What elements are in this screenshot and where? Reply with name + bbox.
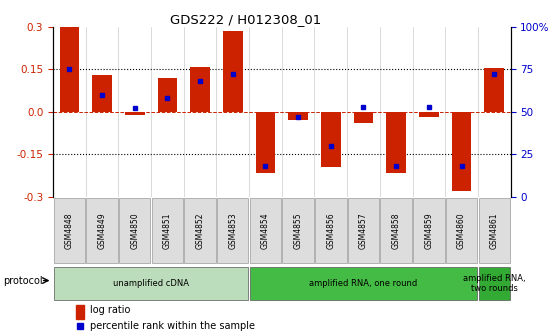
Text: GSM4855: GSM4855 (294, 212, 302, 249)
Bar (223, 31, 243, 112)
Text: GSM4854: GSM4854 (261, 212, 270, 249)
FancyBboxPatch shape (119, 198, 151, 263)
Text: amplified RNA, one round: amplified RNA, one round (309, 279, 417, 288)
FancyBboxPatch shape (479, 266, 510, 300)
Text: GSM4853: GSM4853 (228, 212, 237, 249)
Text: GSM4849: GSM4849 (98, 212, 107, 249)
Text: GSM4857: GSM4857 (359, 212, 368, 249)
Bar (452, 112, 472, 191)
FancyBboxPatch shape (86, 198, 118, 263)
Bar (288, 112, 308, 120)
Text: GSM4848: GSM4848 (65, 212, 74, 249)
FancyBboxPatch shape (184, 198, 216, 263)
Bar (157, 78, 177, 112)
Bar (354, 112, 373, 123)
Text: log ratio: log ratio (90, 305, 130, 316)
Bar (92, 75, 112, 112)
Text: GSM4859: GSM4859 (425, 212, 434, 249)
FancyBboxPatch shape (446, 198, 477, 263)
Bar (321, 112, 340, 167)
Text: amplified RNA,
two rounds: amplified RNA, two rounds (463, 274, 526, 293)
Text: unamplified cDNA: unamplified cDNA (113, 279, 189, 288)
FancyBboxPatch shape (217, 198, 248, 263)
Bar (60, 27, 79, 112)
Bar (76, 305, 84, 319)
FancyBboxPatch shape (348, 198, 379, 263)
FancyBboxPatch shape (152, 198, 183, 263)
FancyBboxPatch shape (282, 198, 314, 263)
Bar (484, 68, 504, 112)
Text: GSM4852: GSM4852 (196, 212, 205, 249)
FancyBboxPatch shape (54, 266, 248, 300)
Bar (386, 112, 406, 173)
Bar (190, 67, 210, 112)
FancyBboxPatch shape (315, 198, 347, 263)
FancyBboxPatch shape (479, 198, 510, 263)
Text: GSM4858: GSM4858 (392, 212, 401, 249)
FancyBboxPatch shape (250, 266, 477, 300)
Bar (419, 112, 439, 118)
Text: protocol: protocol (3, 276, 42, 286)
FancyBboxPatch shape (250, 198, 281, 263)
Text: percentile rank within the sample: percentile rank within the sample (90, 321, 254, 331)
Text: GSM4851: GSM4851 (163, 212, 172, 249)
Text: GSM4856: GSM4856 (326, 212, 335, 249)
Bar (125, 112, 145, 115)
Bar (256, 112, 275, 173)
Text: GSM4850: GSM4850 (130, 212, 139, 249)
Text: GSM4860: GSM4860 (457, 212, 466, 249)
FancyBboxPatch shape (54, 198, 85, 263)
Text: GSM4861: GSM4861 (490, 212, 499, 249)
Title: GDS222 / H012308_01: GDS222 / H012308_01 (170, 13, 321, 26)
FancyBboxPatch shape (413, 198, 445, 263)
FancyBboxPatch shape (381, 198, 412, 263)
